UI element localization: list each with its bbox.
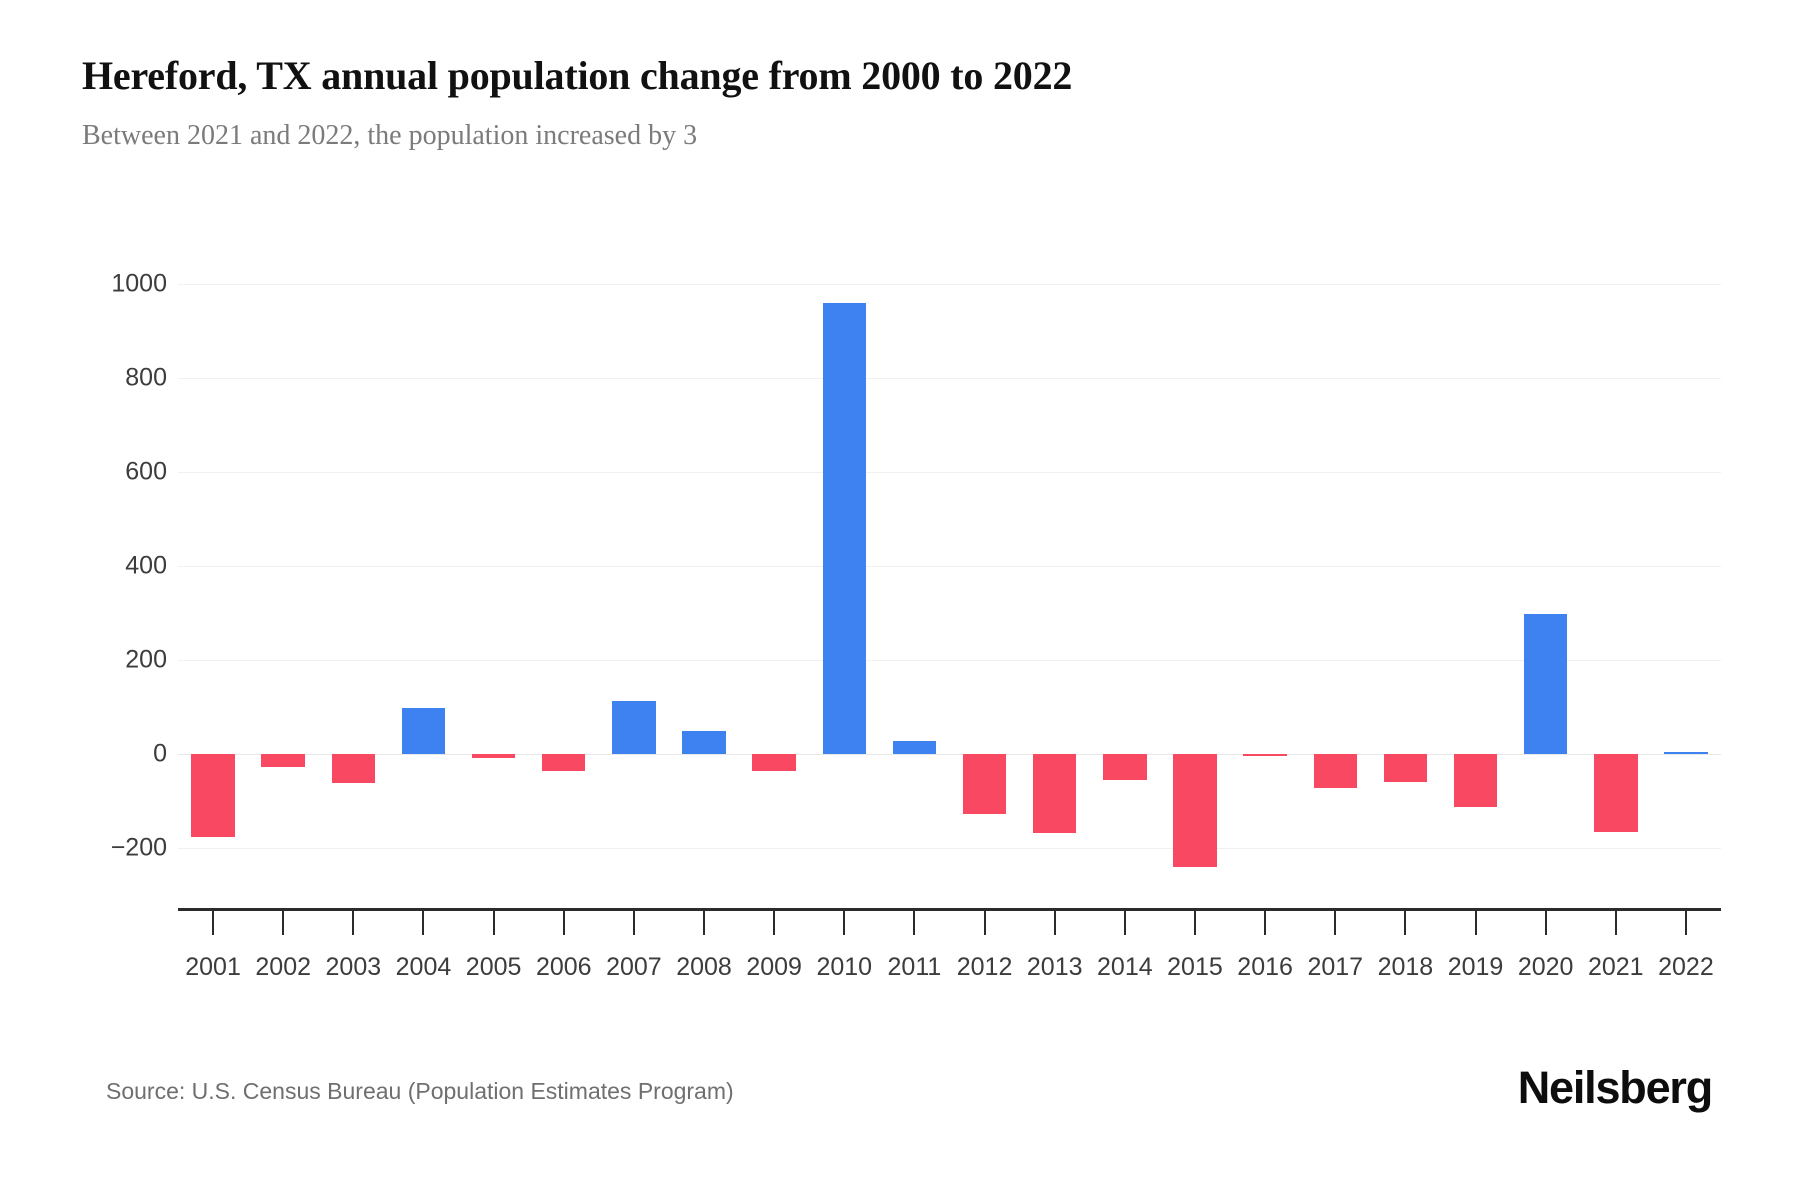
x-axis-tick-2003 <box>352 908 355 935</box>
x-axis-tick-2007 <box>632 908 635 935</box>
x-axis-label-2013: 2013 <box>1026 953 1083 981</box>
x-axis-label-2022: 2022 <box>1658 953 1714 981</box>
x-axis-label-2010: 2010 <box>816 953 873 981</box>
y-axis-tick-label: 1000 <box>111 269 167 298</box>
bar-2021[interactable] <box>1594 754 1638 833</box>
gridline-400 <box>178 566 1721 567</box>
x-axis-label-2019: 2019 <box>1447 953 1504 981</box>
brand-logo: Neilsberg <box>1517 1062 1713 1113</box>
bar-2012[interactable] <box>962 754 1007 814</box>
bar-2002[interactable] <box>261 754 305 768</box>
x-axis-tick-2015 <box>1193 908 1196 935</box>
x-axis-label-2014: 2014 <box>1097 953 1153 981</box>
x-axis-tick-2001 <box>212 908 215 935</box>
bar-2009[interactable] <box>752 754 796 772</box>
gridline-0 <box>178 754 1721 755</box>
x-axis-tick-2020 <box>1544 908 1547 935</box>
bar-2004[interactable] <box>401 707 446 754</box>
page-title: Hereford, TX annual population change fr… <box>82 53 1073 98</box>
x-axis-label-2018: 2018 <box>1377 953 1434 981</box>
x-axis-tick-2006 <box>562 908 565 935</box>
x-axis-label-2002: 2002 <box>255 953 312 981</box>
y-axis-tick-label: 0 <box>153 739 167 768</box>
x-axis-tick-2014 <box>1123 908 1126 935</box>
source-note: Source: U.S. Census Bureau (Population E… <box>106 1078 734 1104</box>
bar-2011[interactable] <box>892 740 937 754</box>
x-axis-tick-2018 <box>1404 908 1407 935</box>
x-axis-label-2011: 2011 <box>887 953 942 981</box>
x-axis-label-2020: 2020 <box>1517 953 1574 981</box>
x-axis-label-2016: 2016 <box>1237 953 1293 981</box>
x-axis-tick-2004 <box>422 908 425 935</box>
x-axis-label-2006: 2006 <box>535 953 592 981</box>
bar-2006[interactable] <box>542 754 586 772</box>
bar-2005[interactable] <box>471 754 516 759</box>
bar-2007[interactable] <box>612 700 656 754</box>
x-axis-label-2008: 2008 <box>676 953 732 981</box>
x-axis-label-2015: 2015 <box>1167 953 1223 981</box>
x-axis-tick-2021 <box>1614 908 1617 935</box>
x-axis-label-2001: 2001 <box>185 953 241 981</box>
x-axis-label-2007: 2007 <box>606 953 662 981</box>
bar-2001[interactable] <box>191 754 235 837</box>
x-axis-tick-2002 <box>282 908 285 935</box>
x-axis-tick-2009 <box>773 908 776 935</box>
x-axis-label-2009: 2009 <box>746 953 802 981</box>
y-axis-tick-label: 200 <box>125 645 167 674</box>
bar-2019[interactable] <box>1453 754 1498 808</box>
bar-2003[interactable] <box>331 754 376 783</box>
x-axis-tick-2019 <box>1474 908 1477 935</box>
x-axis-tick-2017 <box>1334 908 1337 935</box>
y-axis-tick-label: 400 <box>125 551 167 580</box>
bar-2015[interactable] <box>1173 754 1217 868</box>
x-axis-label-2012: 2012 <box>956 953 1013 981</box>
x-axis-label-2017: 2017 <box>1307 953 1364 981</box>
bar-2008[interactable] <box>682 731 726 754</box>
bar-2018[interactable] <box>1383 754 1428 783</box>
bar-2016[interactable] <box>1243 754 1287 756</box>
x-axis-tick-2013 <box>1053 908 1056 935</box>
y-axis-tick-label: −200 <box>110 833 167 862</box>
x-axis-label-2003: 2003 <box>325 953 382 981</box>
bar-2022[interactable] <box>1664 752 1708 754</box>
chart-subtitle: Between 2021 and 2022, the population in… <box>82 120 698 151</box>
bar-2013[interactable] <box>1032 754 1077 833</box>
x-axis-tick-2005 <box>492 908 495 935</box>
bar-2017[interactable] <box>1313 754 1357 789</box>
x-axis-tick-2022 <box>1684 908 1687 935</box>
x-axis-tick-2016 <box>1264 908 1267 935</box>
x-axis-label-2004: 2004 <box>395 953 452 981</box>
x-axis-line <box>178 908 1721 911</box>
bar-2020[interactable] <box>1523 614 1568 754</box>
bar-2014[interactable] <box>1103 754 1147 781</box>
bar-2010[interactable] <box>822 302 867 754</box>
gridline-800 <box>178 378 1721 379</box>
x-axis-label-2005: 2005 <box>465 953 522 981</box>
gridline--200 <box>178 848 1721 849</box>
gridline-1000 <box>178 284 1721 285</box>
x-axis-label-2021: 2021 <box>1587 953 1644 981</box>
y-axis-tick-label: 600 <box>125 457 167 486</box>
x-axis-tick-2008 <box>703 908 706 935</box>
y-axis-tick-label: 800 <box>125 363 167 392</box>
gridline-200 <box>178 660 1721 661</box>
x-axis-tick-2011 <box>913 908 916 935</box>
gridline-600 <box>178 472 1721 473</box>
x-axis-tick-2010 <box>843 908 846 935</box>
x-axis-tick-2012 <box>983 908 986 935</box>
